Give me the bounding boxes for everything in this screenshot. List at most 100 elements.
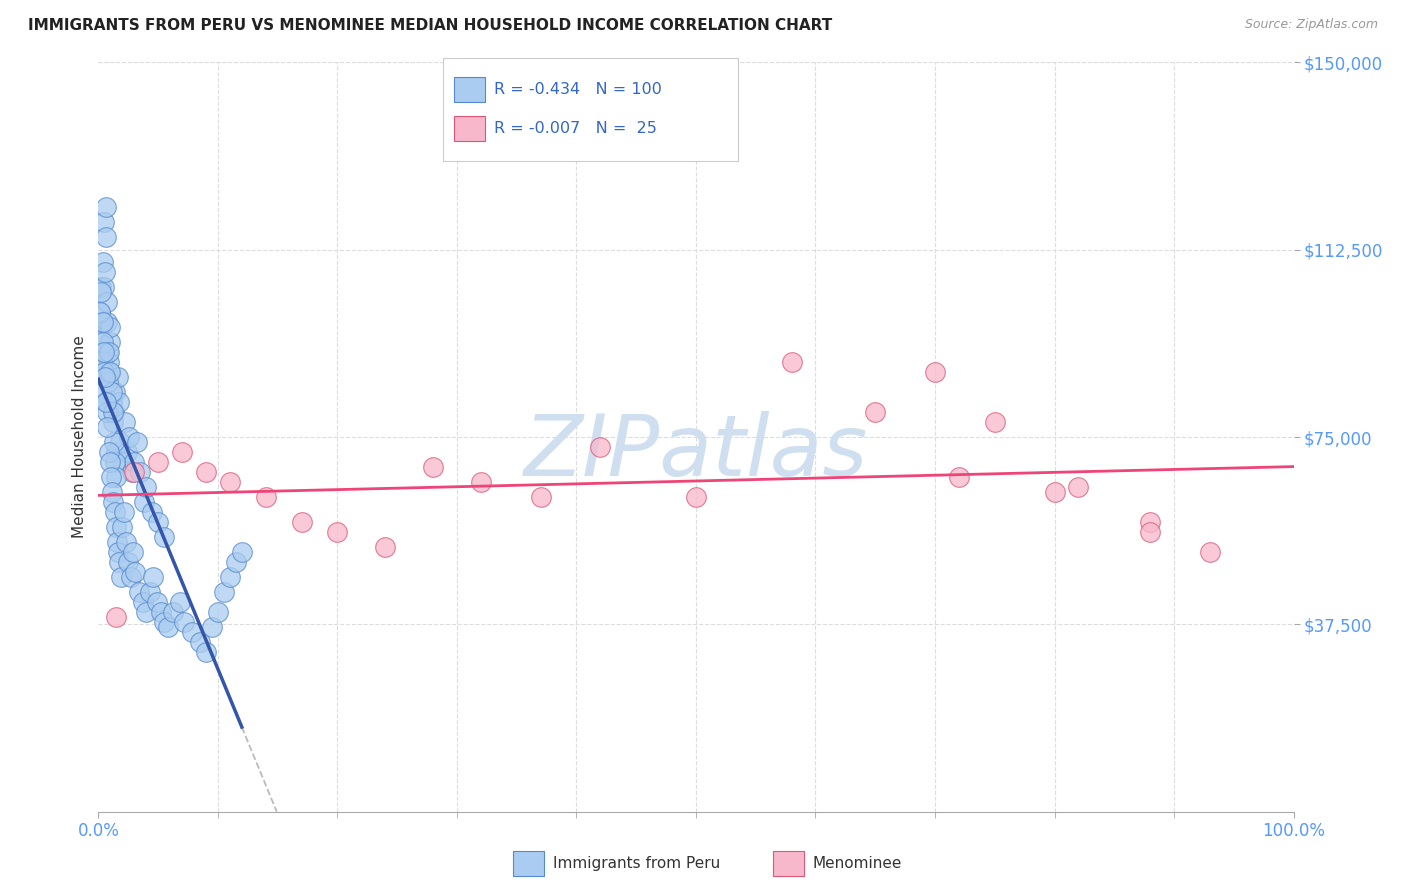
Point xyxy=(169,595,191,609)
Point xyxy=(103,435,125,450)
Point xyxy=(111,455,134,469)
Point xyxy=(1067,480,1090,494)
Point xyxy=(118,430,141,444)
Point xyxy=(470,475,492,489)
Point xyxy=(98,320,122,334)
Point xyxy=(195,645,218,659)
Point xyxy=(100,385,122,400)
Point xyxy=(219,570,242,584)
Point xyxy=(254,490,277,504)
Point xyxy=(103,405,125,419)
Point xyxy=(96,295,118,310)
Point xyxy=(93,280,115,294)
Point xyxy=(89,305,111,319)
Point xyxy=(124,565,146,579)
Point xyxy=(156,620,179,634)
Point xyxy=(89,305,111,319)
Point xyxy=(1043,485,1066,500)
Point xyxy=(91,335,114,350)
Point xyxy=(1139,515,1161,529)
Point xyxy=(148,515,170,529)
Point xyxy=(97,365,120,379)
Point xyxy=(374,540,396,554)
Point xyxy=(98,455,121,469)
Point xyxy=(105,445,128,459)
Point xyxy=(1199,545,1222,559)
Point xyxy=(188,635,211,649)
Point xyxy=(122,545,145,559)
Point xyxy=(103,505,125,519)
Point xyxy=(110,570,132,584)
Point xyxy=(111,520,134,534)
Point xyxy=(98,355,121,369)
Point xyxy=(105,610,128,624)
Point xyxy=(107,370,129,384)
Point xyxy=(530,490,553,504)
Point xyxy=(96,230,118,244)
Point xyxy=(90,315,112,329)
Point xyxy=(195,465,218,479)
Point xyxy=(128,585,150,599)
Point xyxy=(201,620,224,634)
Point xyxy=(100,470,122,484)
Point xyxy=(96,395,118,409)
Point xyxy=(94,265,117,279)
Point xyxy=(180,624,202,639)
Point xyxy=(108,435,131,450)
Point xyxy=(924,365,946,379)
Point xyxy=(135,480,157,494)
Point xyxy=(142,570,165,584)
Point xyxy=(172,445,194,459)
Point xyxy=(120,570,142,584)
Point xyxy=(94,370,117,384)
Point xyxy=(207,605,229,619)
Point xyxy=(146,595,169,609)
Y-axis label: Median Household Income: Median Household Income xyxy=(72,335,87,539)
Point xyxy=(97,445,120,459)
Point xyxy=(135,605,157,619)
Point xyxy=(121,465,143,479)
Point xyxy=(91,255,114,269)
Point xyxy=(124,455,146,469)
Point xyxy=(108,555,131,569)
Point xyxy=(219,475,242,489)
Point xyxy=(91,345,114,359)
Point xyxy=(139,585,162,599)
Point xyxy=(104,520,127,534)
Point xyxy=(1139,524,1161,539)
Text: Immigrants from Peru: Immigrants from Peru xyxy=(553,856,720,871)
Point xyxy=(101,485,124,500)
Point xyxy=(231,545,253,559)
Point xyxy=(115,445,138,459)
Point xyxy=(162,605,184,619)
Point xyxy=(780,355,803,369)
Point xyxy=(96,315,118,329)
Point xyxy=(107,395,129,409)
Point xyxy=(212,585,235,599)
Point xyxy=(103,495,125,509)
Point xyxy=(94,200,117,214)
Point xyxy=(93,215,115,229)
Point xyxy=(141,505,163,519)
Point xyxy=(93,365,115,379)
Point xyxy=(91,355,114,369)
Point xyxy=(153,615,176,629)
Point xyxy=(91,365,114,379)
Point xyxy=(124,465,146,479)
Point xyxy=(98,365,122,379)
Text: ZIPatlas: ZIPatlas xyxy=(524,410,868,493)
Text: R = -0.434   N = 100: R = -0.434 N = 100 xyxy=(494,82,661,96)
Point xyxy=(112,505,135,519)
Point xyxy=(98,345,121,359)
Point xyxy=(589,440,612,454)
Point xyxy=(100,395,122,409)
Point xyxy=(326,524,349,539)
Point xyxy=(97,345,120,359)
Point xyxy=(90,285,112,300)
Point xyxy=(90,280,112,294)
Point xyxy=(865,405,887,419)
Point xyxy=(129,465,152,479)
Text: Menominee: Menominee xyxy=(813,856,903,871)
Point xyxy=(148,455,170,469)
Point xyxy=(115,535,138,549)
